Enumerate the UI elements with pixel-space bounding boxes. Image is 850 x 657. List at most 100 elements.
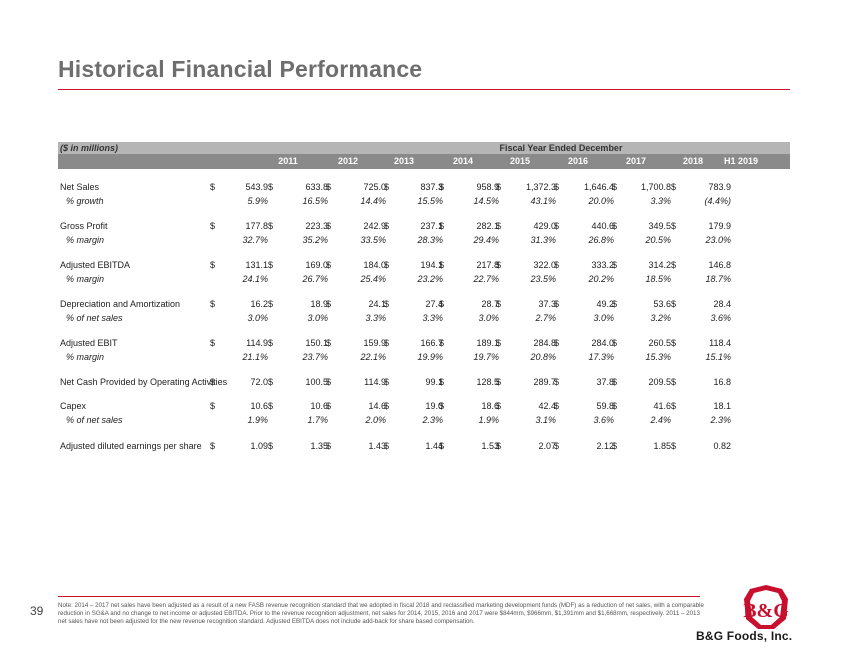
metric-row: Depreciation and Amortization $16.2 $18.9 $… — [58, 298, 790, 310]
table-cell: 223.3 — [305, 221, 328, 231]
currency-symbol: $ — [496, 377, 502, 387]
table-cell: 128.5 — [476, 377, 499, 387]
currency-symbol: $ — [554, 260, 560, 270]
table-cell: (4.4%) — [704, 196, 731, 206]
table-cell: 237.1 — [420, 221, 443, 231]
currency-symbol: $ — [554, 299, 560, 309]
table-cell: 349.5 — [648, 221, 671, 231]
metric-row: Net Sales $543.9 $633.8 $725.0 $837.3 $958.9 $… — [58, 181, 790, 193]
year-header: 2012 — [337, 156, 359, 166]
row-label: % margin — [66, 274, 105, 284]
currency-symbol: $ — [268, 260, 274, 270]
currency-symbol: $ — [671, 401, 677, 411]
table-cell: 42.4 — [538, 401, 556, 411]
currency-symbol: $ — [554, 338, 560, 348]
table-cell: 284.0 — [591, 338, 614, 348]
currency-symbol: $ — [671, 299, 677, 309]
table-cell: 19.0 — [425, 401, 443, 411]
table-cell: 22.1% — [360, 352, 386, 362]
table-cell: 26.7% — [302, 274, 328, 284]
table-cell: 32.7% — [242, 235, 268, 245]
currency-symbol: $ — [210, 377, 216, 387]
title-divider — [58, 89, 790, 90]
currency-symbol: $ — [496, 260, 502, 270]
table-cell: 23.5% — [530, 274, 556, 284]
currency-symbol: $ — [439, 182, 445, 192]
currency-symbol: $ — [496, 221, 502, 231]
table-cell: 41.6 — [653, 401, 671, 411]
footnote: Note: 2014 – 2017 net sales have been ad… — [58, 602, 704, 625]
year-header: 2013 — [393, 156, 415, 166]
table-cell: 25.4% — [360, 274, 386, 284]
table-cell: 16.8 — [713, 377, 731, 387]
table-cell: 15.3% — [645, 352, 671, 362]
year-header: 2014 — [452, 156, 474, 166]
table-cell: 3.0% — [307, 313, 328, 323]
currency-symbol: $ — [439, 221, 445, 231]
table-cell: 15.5% — [417, 196, 443, 206]
table-cell: 1,646.4 — [583, 182, 614, 192]
currency-symbol: $ — [210, 221, 216, 231]
table-cell: 33.5% — [360, 235, 386, 245]
table-cell: 10.6 — [250, 401, 268, 411]
currency-symbol: $ — [384, 182, 390, 192]
currency-symbol: $ — [439, 401, 445, 411]
units-label: ($ in millions) — [60, 143, 119, 153]
currency-symbol: $ — [496, 441, 502, 451]
currency-symbol: $ — [326, 182, 332, 192]
table-cell: 2.3% — [710, 415, 731, 425]
currency-symbol: $ — [384, 441, 390, 451]
table-cell: 725.0 — [363, 182, 386, 192]
table-cell: 1.53 — [481, 441, 499, 451]
table-cell: 440.6 — [591, 221, 614, 231]
table-cell: 28.3% — [417, 235, 443, 245]
table-cell: 22.7% — [473, 274, 499, 284]
currency-symbol: $ — [210, 441, 216, 451]
table-cell: 1.44 — [425, 441, 443, 451]
currency-symbol: $ — [612, 377, 618, 387]
currency-symbol: $ — [326, 260, 332, 270]
currency-symbol: $ — [612, 260, 618, 270]
table-cell: 23.2% — [417, 274, 443, 284]
table-cell: 1.09 — [250, 441, 268, 451]
table-cell: 2.0% — [365, 415, 386, 425]
metric-row: Adjusted diluted earnings per share $1.09… — [58, 440, 790, 452]
table-cell: 19.9% — [417, 352, 443, 362]
table-cell: 118.4 — [709, 338, 731, 348]
currency-symbol: $ — [268, 338, 274, 348]
currency-symbol: $ — [326, 299, 332, 309]
table-cell: 3.0% — [478, 313, 499, 323]
table-cell: 28.7 — [481, 299, 499, 309]
table-cell: 18.9 — [310, 299, 328, 309]
table-cell: 14.5% — [473, 196, 499, 206]
table-cell: 284.8 — [533, 338, 556, 348]
row-label: Adjusted EBIT — [60, 338, 118, 348]
table-cell: 1,700.8 — [640, 182, 671, 192]
currency-symbol: $ — [384, 221, 390, 231]
currency-symbol: $ — [384, 377, 390, 387]
currency-symbol: $ — [671, 221, 677, 231]
currency-symbol: $ — [496, 299, 502, 309]
currency-symbol: $ — [210, 299, 216, 309]
row-label: % of net sales — [66, 313, 123, 323]
currency-symbol: $ — [439, 441, 445, 451]
table-cell: 99.1 — [425, 377, 443, 387]
currency-symbol: $ — [554, 401, 560, 411]
year-header: H1 2019 — [723, 156, 759, 166]
currency-symbol: $ — [612, 401, 618, 411]
table-cell: 184.0 — [363, 260, 386, 270]
row-label: % growth — [66, 196, 104, 206]
table-cell: 20.5% — [645, 235, 671, 245]
currency-symbol: $ — [326, 377, 332, 387]
table-cell: 3.0% — [247, 313, 268, 323]
table-cell: 150.1 — [305, 338, 328, 348]
table-cell: 131.1 — [245, 260, 268, 270]
row-label: Adjusted EBITDA — [60, 260, 131, 270]
table-cell: 314.2 — [648, 260, 671, 270]
table-cell: 177.8 — [245, 221, 268, 231]
year-header: 2011 — [278, 156, 298, 166]
table-cell: 217.8 — [476, 260, 499, 270]
table-cell: 3.1% — [535, 415, 556, 425]
table-cell: 72.0 — [250, 377, 268, 387]
currency-symbol: $ — [671, 441, 677, 451]
